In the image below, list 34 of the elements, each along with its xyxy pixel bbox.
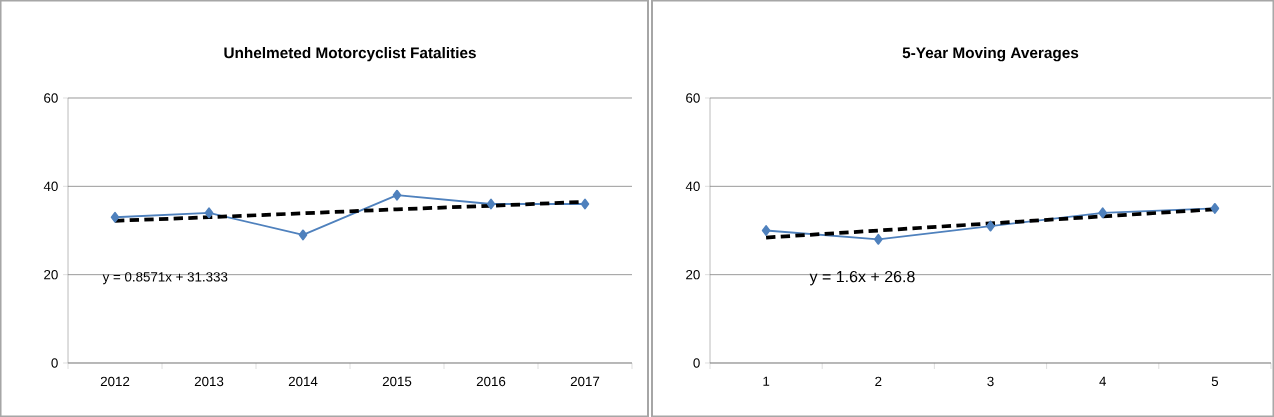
point [486, 198, 496, 210]
y-tick-label: 40 [685, 181, 700, 192]
point [298, 229, 308, 241]
x-tick-label: 2 [875, 376, 882, 387]
y-tick-label: 0 [693, 358, 700, 368]
x-tick-label: 1 [763, 376, 770, 386]
x-tick-label: 2012 [100, 376, 130, 387]
point [873, 233, 883, 245]
x-tick-label: 3 [987, 376, 994, 387]
y-tick-label: 20 [44, 269, 58, 280]
y-tick-label: 60 [686, 93, 700, 103]
point [761, 225, 771, 236]
chart-title: 5-Year Moving Averages [902, 46, 1079, 62]
point [1210, 202, 1220, 214]
point [204, 207, 214, 219]
chart-title: Unhelmeted Motorcyclist Fatalities [224, 47, 476, 62]
y-tick-label: 60 [44, 93, 58, 103]
annotation: y = 0.8571x + 31.333 [102, 272, 228, 285]
y-tick-label: 0 [51, 358, 58, 368]
x-tick-label: 2016 [476, 376, 506, 387]
x-tick-label: 5 [1211, 376, 1219, 386]
point [392, 189, 402, 201]
x-tick-label: 2017 [570, 376, 600, 387]
x-tick-label: 2013 [194, 376, 224, 387]
y-tick-label: 40 [43, 181, 58, 192]
x-tick-label: 4 [1099, 376, 1107, 386]
point [1098, 207, 1108, 219]
x-tick-label: 2014 [288, 376, 318, 387]
annotation: y = 1.6x + 26.8 [809, 270, 915, 286]
x-tick-label: 2015 [382, 376, 412, 387]
point [110, 211, 120, 223]
point [580, 198, 590, 210]
point [986, 220, 995, 232]
y-tick-label: 20 [686, 269, 700, 280]
